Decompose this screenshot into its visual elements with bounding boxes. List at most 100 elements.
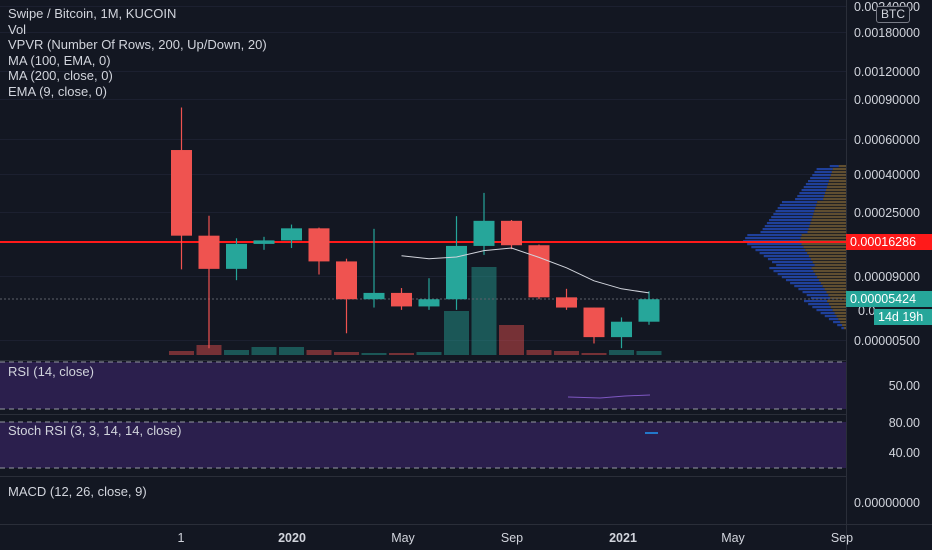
volume-profile-bar [840,321,846,324]
volume-profile-bar [810,258,846,261]
volume-profile-bar [828,294,846,297]
rsi-tick: 50.00 [888,379,920,393]
volume-profile-bar [771,216,813,219]
time-tick: May [391,531,415,545]
volume-profile-bar [802,291,827,294]
volume-bar [306,350,332,355]
candle-body [528,245,550,298]
price-tick: 0.00060000 [853,133,920,147]
stoch-band [0,422,846,468]
volume-profile-bar [810,177,830,180]
volume-bar [224,350,249,355]
volume-bar [444,311,469,355]
volume-profile-bar [808,180,829,183]
symbol-title[interactable]: Swipe / Bitcoin, 1M, KUCOIN [8,6,177,21]
indicator-ma-200[interactable]: MA (200, close, 0) [8,68,113,83]
volume-profile-bar [843,327,846,330]
volume-bar [196,345,222,355]
stoch-pane-label[interactable]: Stoch RSI (3, 3, 14, 14, close) [8,423,182,438]
indicator-ema-9[interactable]: EMA (9, close, 0) [8,83,107,99]
candle-body [226,243,247,269]
volume-profile-bar [841,327,844,330]
macd-pane-label[interactable]: MACD (12, 26, close, 9) [8,484,147,499]
volume-bar [251,347,277,355]
volume-profile-bar [836,315,846,318]
volume-profile-bar [803,246,846,249]
horizontal-line-price-tag: 0.00016286 [846,234,932,250]
time-tick: Sep [830,531,854,545]
price-tick: 0.00000500 [853,334,920,348]
volume-profile-bar [838,318,846,321]
volume-profile-bar [808,303,829,306]
volume-bar [389,353,414,355]
volume-profile-bar [823,198,846,201]
volume-bar [554,351,579,355]
volume-profile-bar [828,180,846,183]
volume-profile-bar [826,186,846,189]
volume-profile-bar [813,270,846,273]
volume-profile-bar [827,183,846,186]
volume-profile-bar [825,189,846,192]
volume-profile-bar [834,312,846,315]
volume-profile-bar [822,285,846,288]
volume-profile-bar [773,270,814,273]
volume-profile-bar [797,195,825,198]
volume-profile-bar [804,300,828,303]
volume-profile-bar [807,231,846,234]
volume-profile-bar [759,252,808,255]
volume-profile-bar [833,321,841,324]
volume-profile-bar [763,255,809,258]
volume-profile-bar [777,273,816,276]
candle-body [501,220,522,246]
volume-profile-bar [814,210,846,213]
volume-profile-bar [814,264,846,267]
volume-profile-bar [801,189,826,192]
volume-profile-bar [811,267,846,270]
volume-profile-bar [781,201,818,204]
volume-bar [169,351,194,355]
volume-profile [743,165,846,330]
chart-legend: Swipe / Bitcoin, 1M, KUCOIN Vol VPVR (Nu… [8,6,267,99]
volume-profile-bar [801,234,846,237]
volume-profile-bar [781,276,818,279]
price-tick: 0.00180000 [853,26,920,40]
price-tick: 0.00120000 [853,65,920,79]
volume-profile-bar [815,273,846,276]
currency-button[interactable]: BTC [876,6,910,23]
price-tick: 0.00040000 [853,168,920,182]
indicator-ma-100[interactable]: MA (100, EMA, 0) [8,52,111,68]
volume-profile-bar [812,306,831,309]
candlesticks [171,107,660,349]
volume-profile-bar [838,165,846,168]
indicator-vpvr[interactable]: VPVR (Number Of Rows, 200, Up/Down, 20) [8,37,267,52]
volume-profile-bar [794,285,823,288]
volume-profile-bar [800,237,846,240]
volume-bar [334,352,359,355]
volume-profile-bar [812,216,846,219]
rsi-pane-label[interactable]: RSI (14, close) [8,364,94,379]
volume-profile-bar [830,297,846,300]
volume-profile-bar [766,222,811,225]
volume-profile-bar [812,174,831,177]
volume-profile-bar [837,324,843,327]
volume-profile-bar [811,219,846,222]
time-tick: 1 [177,531,185,545]
volume-bar [609,350,634,355]
volume-profile-bar [826,291,846,294]
volume-bar [416,352,442,355]
volume-profile-bar [747,234,802,237]
candle-body [418,299,440,307]
indicator-vol[interactable]: Vol [8,21,27,37]
volume-profile-bar [776,264,815,267]
volume-profile-bar [820,312,835,315]
volume-bar [361,353,387,355]
volume-profile-bar [775,210,815,213]
volume-bar [471,267,497,355]
candle-body [473,220,495,246]
volume-profile-bar [745,237,801,240]
volume-profile-bar [824,315,837,318]
candle-body [583,307,605,338]
volume-profile-bar [830,174,846,177]
candle-body [171,150,192,236]
